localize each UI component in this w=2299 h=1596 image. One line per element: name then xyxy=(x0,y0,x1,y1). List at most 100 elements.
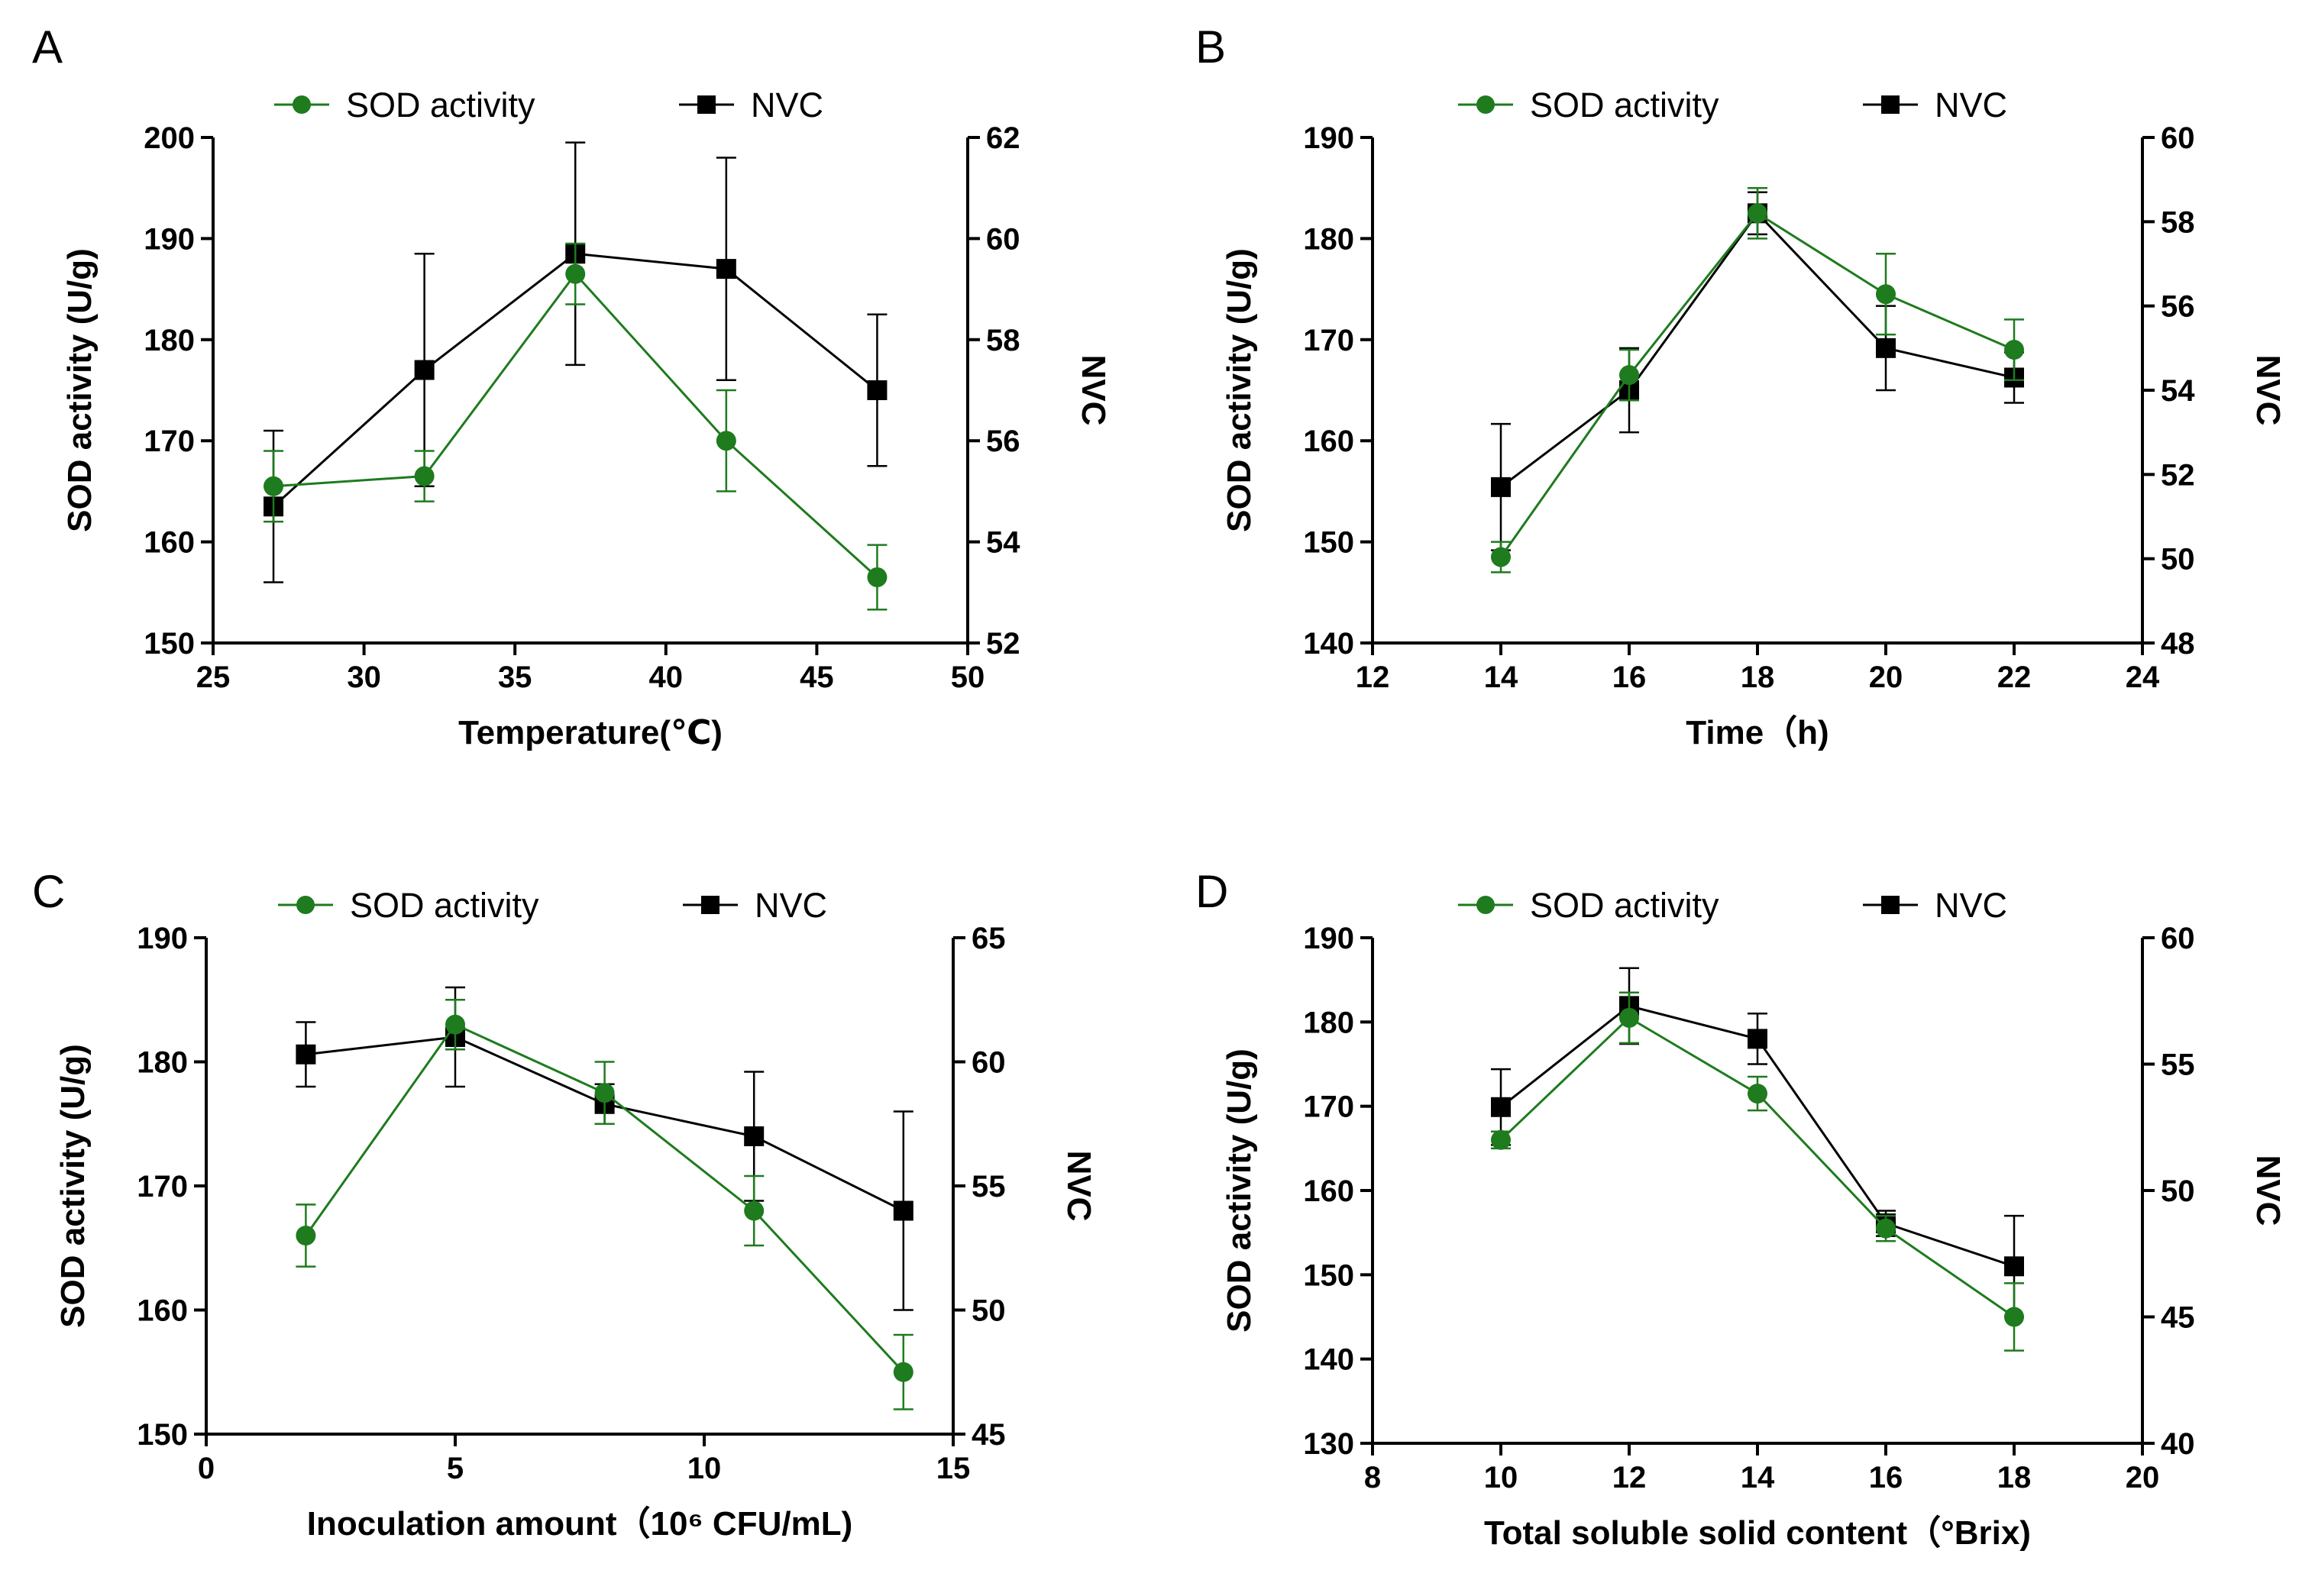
y-tick-label: 180 xyxy=(1303,222,1354,256)
data-point-sod xyxy=(1748,203,1767,224)
y-axis-title: SOD activity (U/g) xyxy=(61,248,99,532)
legend-swatch-circle xyxy=(1476,95,1495,114)
data-point-sod xyxy=(414,466,435,486)
x-tick-label: 12 xyxy=(1612,1461,1647,1494)
y2-tick-label: 60 xyxy=(986,222,1020,256)
x-tick-label: 45 xyxy=(800,661,834,694)
data-point-nvc xyxy=(716,259,736,279)
y2-tick-label: 50 xyxy=(2161,543,2195,577)
legend-label: SOD activity xyxy=(346,86,535,124)
x-tick-label: 5 xyxy=(447,1452,464,1485)
y2-tick-label: 65 xyxy=(972,922,1006,955)
y-tick-label: 190 xyxy=(144,222,195,256)
y2-tick-label: 62 xyxy=(986,121,1020,155)
data-point-sod xyxy=(716,431,736,451)
y-tick-label: 150 xyxy=(1303,1258,1354,1292)
y2-tick-label: 60 xyxy=(972,1046,1006,1080)
x-tick-label: 14 xyxy=(1484,661,1518,694)
legend-swatch-circle xyxy=(1476,896,1495,914)
series-sod-activity xyxy=(264,242,888,611)
y2-tick-label: 45 xyxy=(972,1418,1006,1452)
x-tick-label: 15 xyxy=(936,1452,971,1485)
y-tick-label: 160 xyxy=(144,526,195,560)
y2-tick-label: 45 xyxy=(2161,1301,2195,1335)
y-axis-title: SOD activity (U/g) xyxy=(54,1044,92,1328)
x-tick-label: 14 xyxy=(1741,1461,1775,1494)
series-nvc xyxy=(1491,967,2024,1318)
data-point-sod xyxy=(2004,340,2024,360)
data-point-nvc xyxy=(1491,1097,1511,1117)
series-sod-activity xyxy=(1491,186,2024,573)
data-point-nvc xyxy=(1876,338,1896,358)
y-tick-label: 150 xyxy=(144,627,195,661)
y-tick-label: 140 xyxy=(1303,1343,1354,1377)
data-point-sod xyxy=(264,476,284,496)
series-line xyxy=(1499,212,2015,558)
legend-label: NVC xyxy=(755,886,827,925)
panel-d: D 8 10 12 14 16 18 20 130 140 150 160 170 180 190 40 45 5… xyxy=(1195,866,2287,1552)
data-point-sod xyxy=(1748,1084,1767,1104)
legend-swatch-circle xyxy=(293,95,311,114)
y2-tick-label: 48 xyxy=(2161,627,2195,661)
data-point-nvc xyxy=(867,380,888,400)
panel-letter: B xyxy=(1195,21,1226,73)
y2-tick-label: 55 xyxy=(972,1170,1006,1203)
x-tick-label: 40 xyxy=(649,661,684,694)
y-tick-label: 130 xyxy=(1303,1427,1354,1461)
data-point-nvc xyxy=(1491,477,1511,497)
y2-tick-label: 54 xyxy=(986,526,1020,560)
y2-tick-label: 56 xyxy=(986,425,1020,458)
y-tick-label: 160 xyxy=(1303,1174,1354,1208)
data-point-sod xyxy=(296,1226,316,1245)
y-tick-label: 150 xyxy=(1303,526,1354,560)
panel-a: A 25 30 35 40 45 50 150 160 170 180 190 200 52 54 56 58 6… xyxy=(32,21,1112,751)
series-sod-activity xyxy=(1491,991,2024,1352)
x-tick-label: 20 xyxy=(1869,661,1903,694)
x-axis-title: Total soluble solid content（°Brix) xyxy=(1484,1514,2031,1552)
y2-tick-label: 50 xyxy=(972,1294,1006,1328)
data-point-sod xyxy=(1876,284,1896,305)
y2-tick-label: 56 xyxy=(2161,290,2195,324)
x-tick-label: 50 xyxy=(951,661,985,694)
y-tick-label: 160 xyxy=(1303,425,1354,458)
y2-tick-label: 60 xyxy=(2161,121,2195,155)
legend-swatch-circle xyxy=(296,896,315,914)
y2-tick-label: 40 xyxy=(2161,1427,2195,1461)
series-nvc xyxy=(296,986,913,1311)
y-tick-label: 190 xyxy=(137,922,188,955)
x-tick-label: 30 xyxy=(347,661,381,694)
y2-axis-title: NVC xyxy=(1075,355,1112,426)
y2-axis-title: NVC xyxy=(2249,355,2287,426)
data-point-sod xyxy=(2004,1307,2024,1327)
x-tick-label: 10 xyxy=(687,1452,722,1485)
y-tick-label: 170 xyxy=(1303,1090,1354,1124)
data-point-sod xyxy=(893,1362,913,1382)
y-tick-label: 180 xyxy=(1303,1006,1354,1039)
y2-axis-title: NVC xyxy=(1060,1151,1098,1222)
y-tick-label: 180 xyxy=(144,324,195,357)
x-tick-label: 16 xyxy=(1612,661,1647,694)
data-point-sod xyxy=(565,263,586,284)
x-axis-title: Temperature(℃) xyxy=(458,714,723,751)
series-nvc xyxy=(264,141,888,583)
y-tick-label: 170 xyxy=(1303,324,1354,357)
y-tick-label: 150 xyxy=(137,1418,188,1452)
x-tick-label: 18 xyxy=(1997,1461,2032,1494)
x-tick-label: 35 xyxy=(498,661,532,694)
x-tick-label: 0 xyxy=(198,1452,215,1485)
y2-tick-label: 55 xyxy=(2161,1048,2195,1082)
y-tick-label: 190 xyxy=(1303,121,1354,155)
panel-letter: D xyxy=(1195,866,1228,917)
y2-tick-label: 60 xyxy=(2161,922,2195,955)
data-point-sod xyxy=(1491,547,1511,567)
legend-swatch-square xyxy=(701,896,719,914)
data-point-sod xyxy=(1619,365,1639,386)
legend-label: NVC xyxy=(1935,86,2007,124)
x-tick-label: 20 xyxy=(2126,1461,2160,1494)
y2-axis-title: NVC xyxy=(2249,1155,2287,1226)
data-point-sod xyxy=(445,1014,465,1035)
series-nvc xyxy=(1491,191,2024,551)
legend-swatch-square xyxy=(697,95,716,114)
y2-tick-label: 58 xyxy=(986,324,1020,357)
